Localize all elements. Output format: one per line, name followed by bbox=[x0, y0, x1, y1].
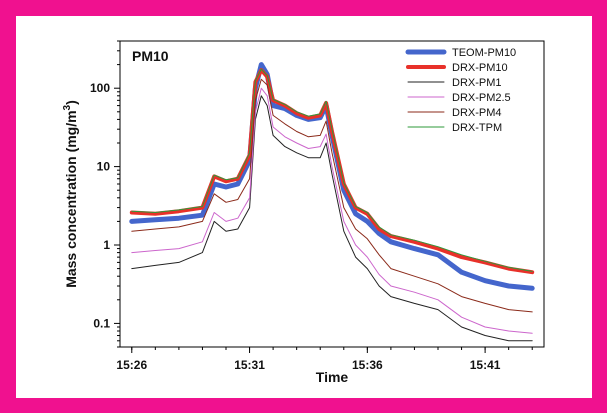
legend-label-drx-pm2-5: DRX-PM2.5 bbox=[452, 92, 511, 104]
chart-frame: 0.1 1 10 100 15:26 15:31 15:36 15:41 PM10 Time… bbox=[16, 16, 592, 398]
x-tick-label: 15:31 bbox=[234, 358, 265, 372]
series-line-drx-pm1 bbox=[131, 95, 533, 342]
y-axis-title: Mass concentration (mg/m3) bbox=[62, 100, 79, 288]
series-line-drx-pm4 bbox=[131, 78, 533, 313]
series-line-drx-tpm bbox=[131, 68, 533, 272]
y-tick-label: 1 bbox=[103, 238, 110, 252]
y-axis-title-main: Mass concentration (mg/m bbox=[63, 110, 79, 287]
x-tick-label: 15:26 bbox=[116, 358, 147, 372]
plot-lines bbox=[129, 62, 535, 342]
y-tick-label: 0.1 bbox=[93, 316, 110, 330]
legend: TEOM-PM10 DRX-PM10 DRX-PM1 DRX-PM2.5 DRX-PM4… bbox=[405, 47, 516, 134]
series-line-drx-pm2-5 bbox=[131, 87, 533, 334]
series-line-drx-pm10 bbox=[129, 68, 535, 275]
y-tick-label: 10 bbox=[97, 160, 111, 174]
y-tick-label: 100 bbox=[90, 81, 110, 95]
line-chart: 0.1 1 10 100 15:26 15:31 15:36 15:41 PM10 Time… bbox=[62, 40, 545, 385]
x-tick-label: 15:41 bbox=[470, 358, 501, 372]
x-axis-title: Time bbox=[316, 369, 349, 385]
legend-label-teom-pm10: TEOM-PM10 bbox=[452, 47, 516, 59]
legend-label-drx-pm1: DRX-PM1 bbox=[452, 77, 502, 89]
legend-label-drx-pm4: DRX-PM4 bbox=[452, 107, 502, 119]
y-axis: 0.1 1 10 100 bbox=[90, 40, 120, 348]
plot-area bbox=[119, 40, 545, 348]
x-tick-label: 15:36 bbox=[352, 358, 383, 372]
x-axis: 15:26 15:31 15:36 15:41 bbox=[116, 347, 533, 372]
y-axis-title-end: ) bbox=[63, 100, 79, 105]
legend-label-drx-pm10: DRX-PM10 bbox=[452, 62, 508, 74]
panel-title: PM10 bbox=[132, 48, 169, 64]
legend-label-drx-tpm: DRX-TPM bbox=[452, 122, 502, 134]
y-axis-title-sup: 3 bbox=[62, 104, 73, 110]
